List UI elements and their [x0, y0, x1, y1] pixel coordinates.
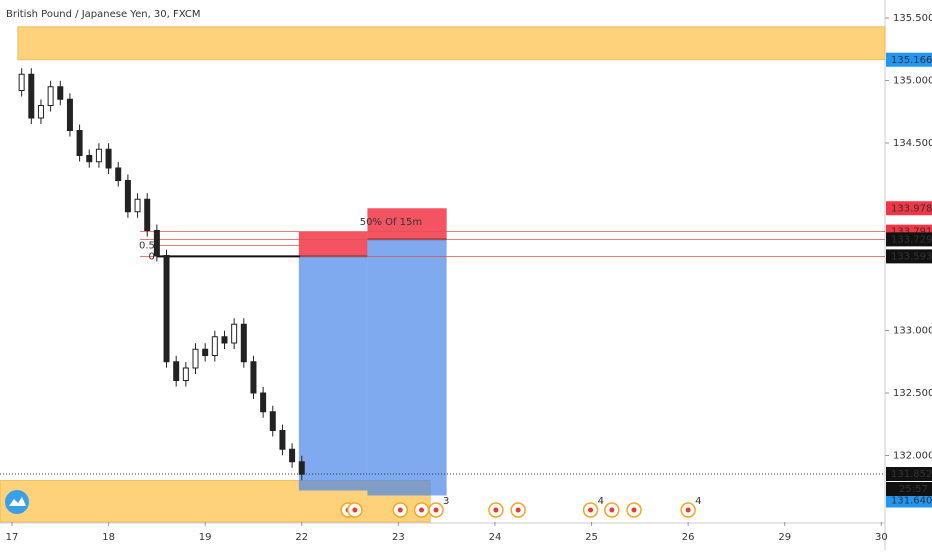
candle-body [86, 155, 93, 163]
price-label-bg [886, 467, 932, 481]
candle-body [279, 430, 286, 450]
event-badge: 3 [443, 496, 449, 507]
candle-body [250, 361, 257, 394]
price-label-bg [886, 232, 932, 247]
countdown: 25:57 [899, 484, 928, 495]
event-dot [419, 507, 425, 513]
x-tick-label: 22 [295, 532, 308, 543]
candle-body [202, 348, 209, 356]
x-tick-label: 18 [102, 532, 115, 543]
candle-body [240, 323, 247, 363]
price-label: 135.166 [891, 55, 932, 66]
candle-body [47, 86, 54, 106]
y-tick-label: 132.500 [893, 388, 932, 399]
candle-body [115, 167, 122, 181]
zone [17, 26, 886, 61]
countdown-bg [886, 482, 932, 496]
price-label: 133.729 [891, 234, 932, 245]
stop-box [367, 208, 447, 240]
price-label-bg [886, 493, 932, 508]
y-tick-label: 133.000 [893, 326, 932, 337]
event-dot [352, 507, 358, 513]
x-tick-label: 19 [199, 532, 212, 543]
chart-title: British Pound / Japanese Yen, 30, FXCM [6, 9, 201, 20]
candle-body [105, 148, 112, 169]
candle-body [163, 255, 170, 363]
candle-body [124, 180, 131, 213]
candle-body [289, 448, 296, 463]
y-tick-label: 134.500 [893, 138, 932, 149]
candle-body [18, 73, 25, 91]
candle-body [173, 361, 180, 381]
candle-body [231, 323, 238, 344]
plot: 0.50 50% Of 15m 3 4 4 [0, 26, 886, 523]
candle-body [66, 98, 73, 131]
candle-body [269, 411, 276, 431]
candle-body [211, 336, 218, 356]
candle-body [57, 86, 64, 100]
event-dot [685, 507, 691, 513]
event-badge: 4 [598, 496, 604, 507]
candle-body [192, 348, 199, 369]
event-dot [515, 507, 521, 513]
price-label: 131.640 [891, 496, 932, 507]
logo-mark [9, 497, 26, 506]
price-label: 133.593 [891, 251, 932, 262]
candle-body [260, 392, 267, 413]
event-dot [588, 507, 594, 513]
candle-body [95, 148, 102, 163]
fib-label: 0 [148, 251, 154, 262]
event-dot [609, 507, 615, 513]
price-label: 133.791 [891, 227, 932, 238]
candle-body [134, 198, 141, 213]
candle-body [221, 336, 228, 344]
y-tick-label: 135.500 [893, 13, 932, 24]
event-dot [433, 507, 439, 513]
x-tick-label: 17 [6, 532, 19, 543]
candle-body [298, 461, 305, 475]
candle-body [182, 367, 189, 381]
candle-body [28, 73, 35, 119]
event-dot [397, 507, 403, 513]
event-dot [631, 507, 637, 513]
x-tick-label: 26 [682, 532, 695, 543]
annotation: 50% Of 15m [360, 217, 422, 228]
price-label: 133.978 [891, 203, 932, 214]
candle-body [37, 105, 44, 119]
y-tick-label: 132.000 [893, 451, 932, 462]
y-tick-label: 135.000 [893, 76, 932, 87]
candle-body [153, 230, 160, 256]
x-tick-label: 25 [585, 532, 598, 543]
price-label-bg [886, 52, 932, 67]
x-tick-label: 30 [875, 532, 888, 543]
event-badge: 4 [695, 496, 701, 507]
candle-body [76, 130, 83, 156]
event-dot [493, 507, 499, 513]
x-tick-label: 24 [489, 532, 502, 543]
price-label: 131.852 [891, 469, 932, 480]
candle-body [144, 198, 151, 231]
x-tick-label: 23 [392, 532, 405, 543]
target-box [298, 256, 368, 491]
price-label-bg [886, 201, 932, 216]
fib-label: 0.5 [139, 241, 155, 252]
target-box [367, 239, 447, 496]
price-label-bg [886, 249, 932, 264]
stop-box [298, 231, 368, 257]
x-tick-label: 29 [778, 532, 791, 543]
